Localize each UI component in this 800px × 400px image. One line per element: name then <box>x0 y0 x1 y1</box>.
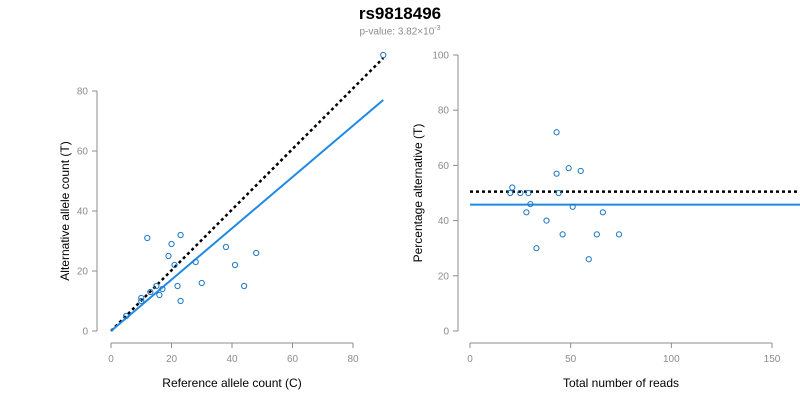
data-point <box>507 189 514 197</box>
data-point <box>543 217 550 224</box>
data-point <box>153 282 160 290</box>
data-point <box>171 261 178 269</box>
data-point <box>585 256 592 263</box>
data-point <box>517 189 524 197</box>
plot-panel-1: 0 20 40 60 80 0 20 40 60 80 Reference allele count… <box>58 51 387 390</box>
data-point <box>559 231 566 238</box>
x-tick-label: 100 <box>663 354 680 365</box>
data-point <box>527 200 534 208</box>
fit-line <box>110 99 384 332</box>
p-value-exponent: -3 <box>434 25 441 32</box>
data-point <box>147 288 154 296</box>
data-point <box>553 129 560 136</box>
data-point <box>198 279 205 287</box>
y-tick-label: 0 <box>443 327 449 338</box>
data-point <box>159 285 166 293</box>
y-tick-label: 0 <box>82 327 88 338</box>
data-point <box>192 258 199 266</box>
data-point <box>174 282 181 290</box>
data-point <box>599 209 606 216</box>
data-point <box>144 234 151 242</box>
data-point <box>565 165 572 172</box>
data-point <box>123 312 130 320</box>
chart-title: rs9818496 <box>358 4 442 23</box>
x-tick-label: 0 <box>467 354 473 365</box>
data-point <box>577 167 584 175</box>
y-tick-label: 40 <box>438 216 450 227</box>
data-point <box>253 249 260 257</box>
data-point <box>177 297 184 305</box>
data-point <box>569 203 576 210</box>
data-point <box>380 51 387 59</box>
data-point <box>241 282 248 290</box>
y-tick-label: 60 <box>77 147 89 158</box>
reference-line <box>110 57 385 332</box>
data-point <box>593 231 600 238</box>
x-tick-label: 60 <box>287 354 299 365</box>
data-point <box>525 189 532 197</box>
y-tick-label: 20 <box>438 271 450 282</box>
data-point <box>138 294 145 302</box>
data-point <box>523 209 530 216</box>
x-tick-label: 20 <box>166 354 178 365</box>
y-tick-label: 100 <box>432 51 449 62</box>
x-axis-title: Reference allele count (C) <box>162 376 301 390</box>
data-point <box>533 245 540 252</box>
data-point <box>509 184 516 191</box>
y-tick-label: 40 <box>77 207 89 218</box>
x-tick-label: 150 <box>764 354 781 365</box>
data-point <box>177 231 184 239</box>
data-point <box>553 170 560 177</box>
data-point <box>138 297 145 305</box>
y-tick-label: 80 <box>438 106 450 117</box>
y-tick-label: 60 <box>438 161 450 172</box>
y-tick-label: 20 <box>77 267 89 278</box>
data-point <box>156 291 163 299</box>
y-axis-title: Percentage alternative (T) <box>411 124 425 263</box>
data-point <box>165 252 172 260</box>
y-tick-label: 80 <box>77 87 89 98</box>
y-axis-title: Alternative allele count (T) <box>58 141 72 280</box>
chart-subtitle: p-value: 3.82×10-3 <box>0 25 800 37</box>
data-point <box>222 243 230 251</box>
data-point <box>615 231 623 238</box>
data-point <box>168 240 175 248</box>
p-value-text: p-value: 3.82×10 <box>359 26 435 38</box>
x-axis-title: Total number of reads <box>563 376 679 390</box>
plot-panel-2: 0 50 100 150 0 20 40 60 80 100 Total number of rea… <box>411 51 800 390</box>
x-tick-label: 80 <box>347 354 359 365</box>
x-tick-label: 40 <box>226 354 238 365</box>
data-point <box>555 189 562 197</box>
x-tick-label: 0 <box>108 354 114 365</box>
data-point <box>231 261 239 269</box>
x-tick-label: 50 <box>565 354 577 365</box>
